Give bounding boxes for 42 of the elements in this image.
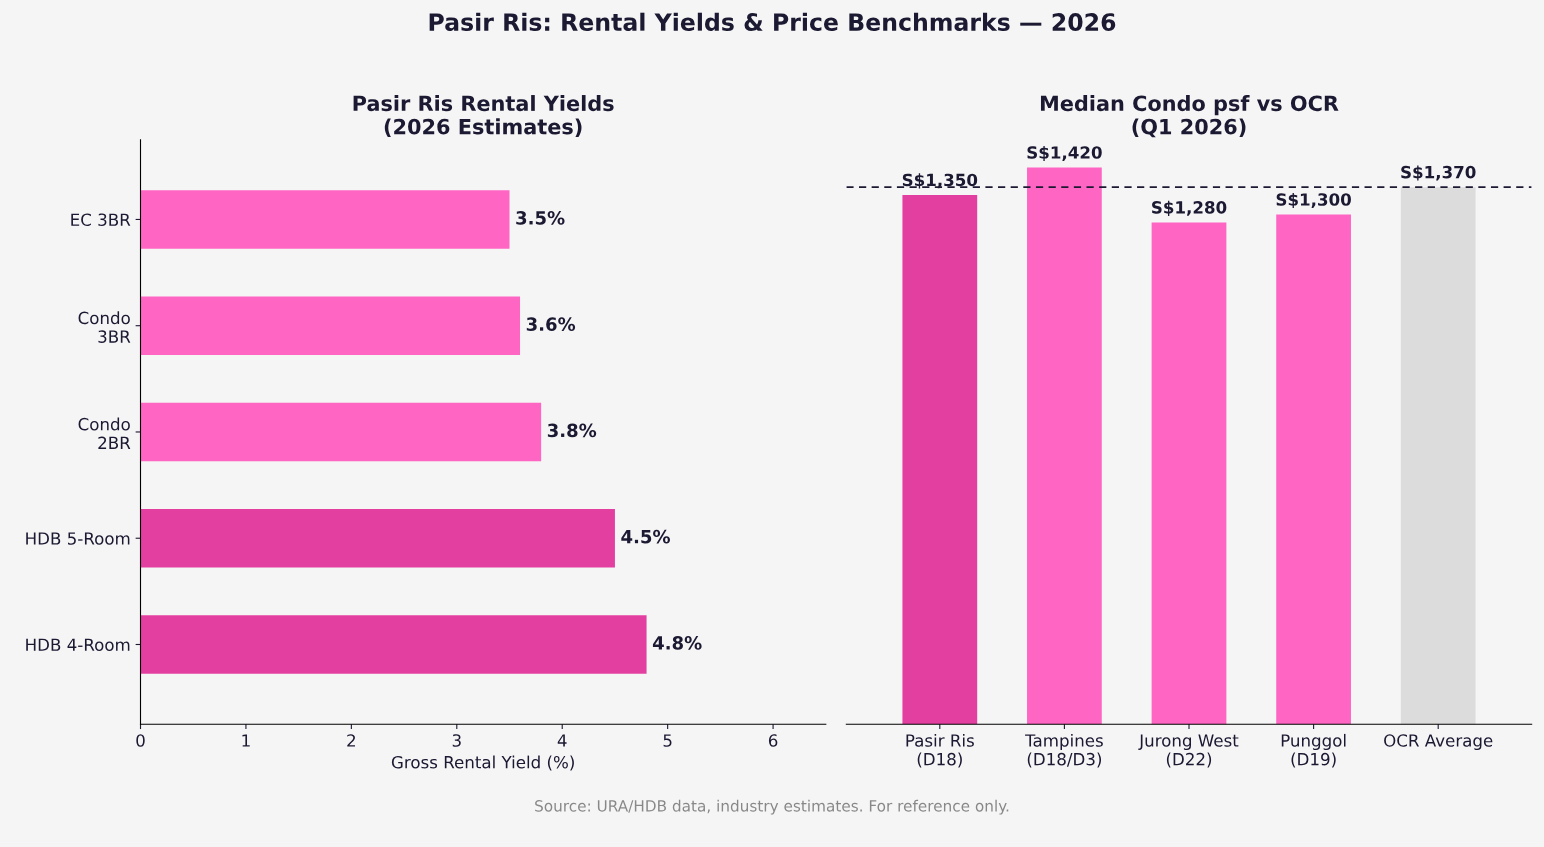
x-tick-label: Jurong West (D22) (1138, 734, 1239, 768)
source-note: Source: URA/HDB data, industry estimates. For reference only. (535, 799, 1009, 815)
data-label: S$1,300 (1276, 192, 1351, 209)
y-tick-label: HDB 5-Room (26, 532, 130, 545)
y-tick-label: HDB 4-Room (26, 638, 130, 652)
bar (140, 296, 521, 355)
x-tick-label: 0 (136, 734, 145, 747)
x-tick-label: 3 (452, 734, 461, 747)
data-label: S$1,350 (902, 173, 978, 189)
x-tick-label: 2 (347, 734, 355, 747)
x-tick-label: OCR Average (1384, 734, 1493, 751)
data-label: 3.8% (547, 423, 597, 438)
x-tick-label: 1 (242, 734, 250, 747)
chart-title: Pasir Ris Rental Yields (2026 Estimates) (353, 95, 614, 137)
data-label: 3.5% (516, 211, 565, 225)
data-label: 4.5% (621, 529, 670, 544)
data-label: 4.8% (652, 636, 702, 650)
x-tick-label: 4 (557, 734, 567, 747)
x-axis-title: Gross Rental Yield (%) (391, 755, 574, 771)
data-label: 3.6% (526, 317, 576, 331)
x-tick-label: 6 (768, 734, 778, 747)
bar (140, 615, 647, 674)
bar (902, 195, 978, 725)
bar (1400, 187, 1476, 725)
y-tick-label: Condo 3BR (78, 311, 131, 343)
x-tick-label: Punggol (D19) (1281, 733, 1346, 768)
text: Pasir Ris: Rental Yields & Price Benchmarks — 2026 (429, 12, 1116, 31)
x-tick-label: Tampines (D18/D3) (1025, 733, 1103, 768)
bar (140, 190, 510, 249)
y-tick-label: Condo 2BR (78, 417, 131, 449)
bar (1151, 222, 1227, 725)
bar (140, 402, 542, 462)
x-tick-label: 5 (663, 734, 672, 747)
data-label: S$1,370 (1401, 165, 1476, 181)
x-tick-label: Pasir Ris (D18) (906, 733, 974, 768)
bar (1027, 167, 1102, 725)
data-label: S$1,420 (1027, 145, 1102, 162)
data-label: S$1,280 (1152, 200, 1227, 216)
chart-title: Median Condo psf vs OCR (Q1 2026) (1040, 95, 1339, 138)
y-tick-label: EC 3BR (71, 213, 131, 227)
bar (1276, 214, 1351, 725)
bar (140, 509, 615, 568)
